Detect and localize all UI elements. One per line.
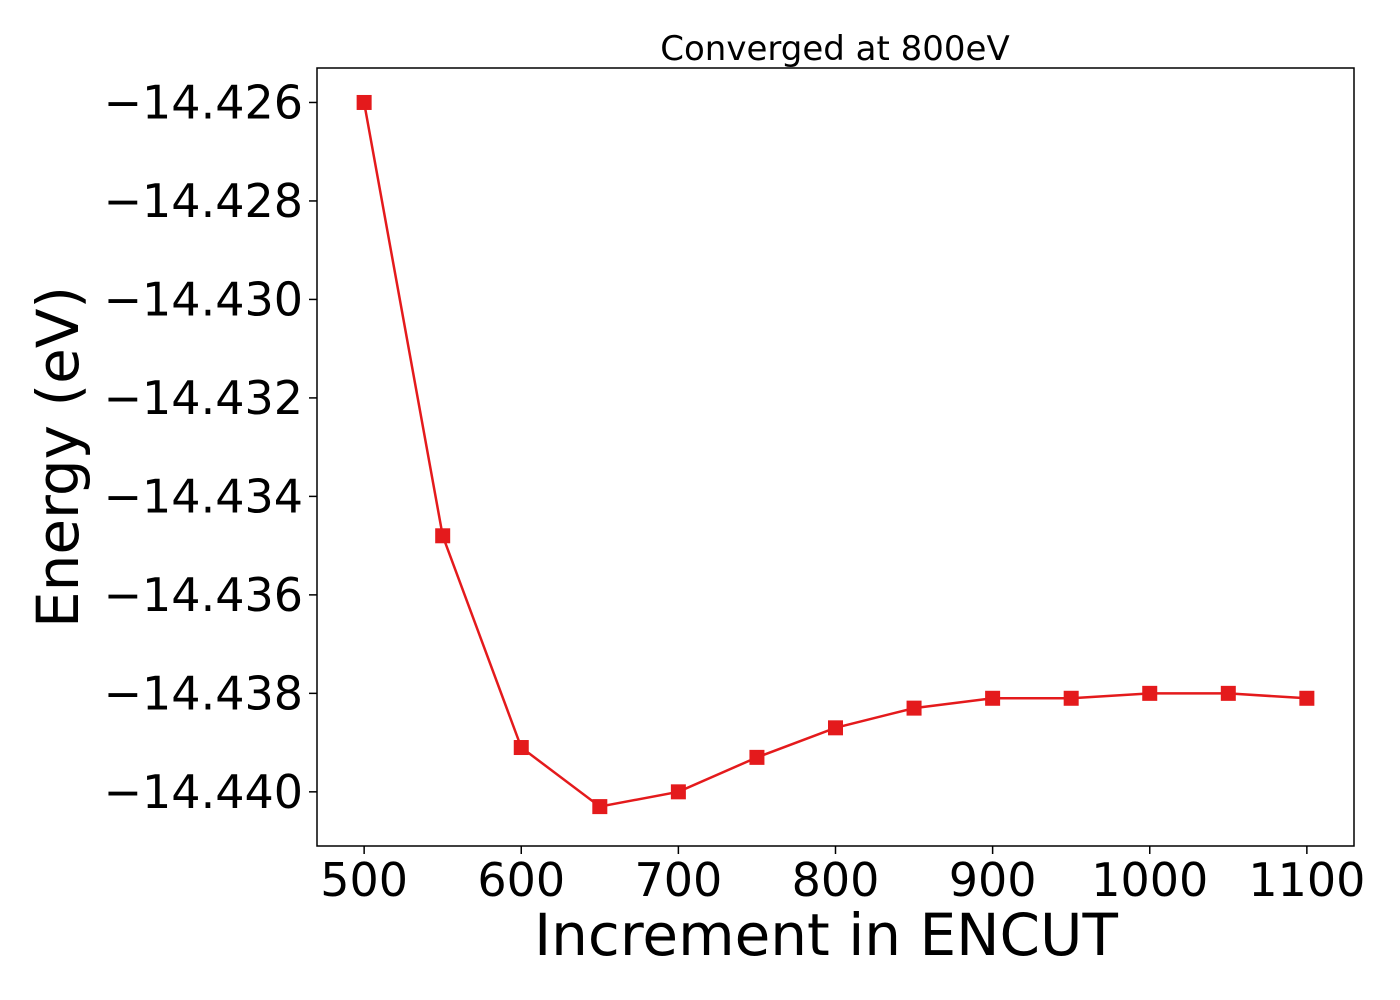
y-axis-title: Energy (eV)	[24, 286, 92, 628]
x-tick-label: 900	[949, 853, 1037, 907]
x-tick-label: 1100	[1248, 853, 1365, 907]
data-point-marker	[1299, 690, 1315, 706]
data-point-marker	[1142, 685, 1158, 701]
data-point-marker	[985, 690, 1001, 706]
y-tick-label: −14.440	[104, 765, 304, 819]
series-layer	[356, 94, 1315, 815]
y-tick-label: −14.434	[104, 469, 304, 523]
data-point-marker	[1220, 685, 1236, 701]
data-point-marker	[1063, 690, 1079, 706]
x-tick-label: 600	[477, 853, 565, 907]
x-tick-label: 800	[792, 853, 880, 907]
y-tick-label: −14.438	[104, 666, 304, 720]
data-point-marker	[435, 528, 451, 544]
data-point-marker	[670, 784, 686, 800]
data-point-marker	[592, 799, 608, 815]
data-point-marker	[906, 700, 922, 716]
series-line	[362, 102, 1307, 808]
y-axis: −14.426 −14.428 −14.430 −14.432 −14.434 −14.4…	[104, 75, 317, 819]
x-tick-label: 500	[320, 853, 408, 907]
data-point-marker	[828, 720, 843, 736]
y-tick-label: −14.428	[104, 174, 304, 228]
data-point-marker	[513, 740, 529, 756]
y-tick-label: −14.430	[104, 272, 304, 326]
y-tick-label: −14.436	[104, 568, 304, 622]
data-point-marker	[356, 94, 372, 110]
y-tick-label: −14.426	[104, 75, 304, 129]
y-tick-label: −14.432	[104, 371, 304, 425]
x-tick-label: 1000	[1091, 853, 1208, 907]
x-axis-title: Increment in ENCUT	[534, 901, 1118, 969]
data-point-marker	[749, 749, 765, 765]
x-axis: 500 600 700 800 900 1000 1100	[320, 846, 1365, 907]
chart-title: Converged at 800eV	[660, 29, 1009, 69]
x-tick-label: 700	[634, 853, 722, 907]
